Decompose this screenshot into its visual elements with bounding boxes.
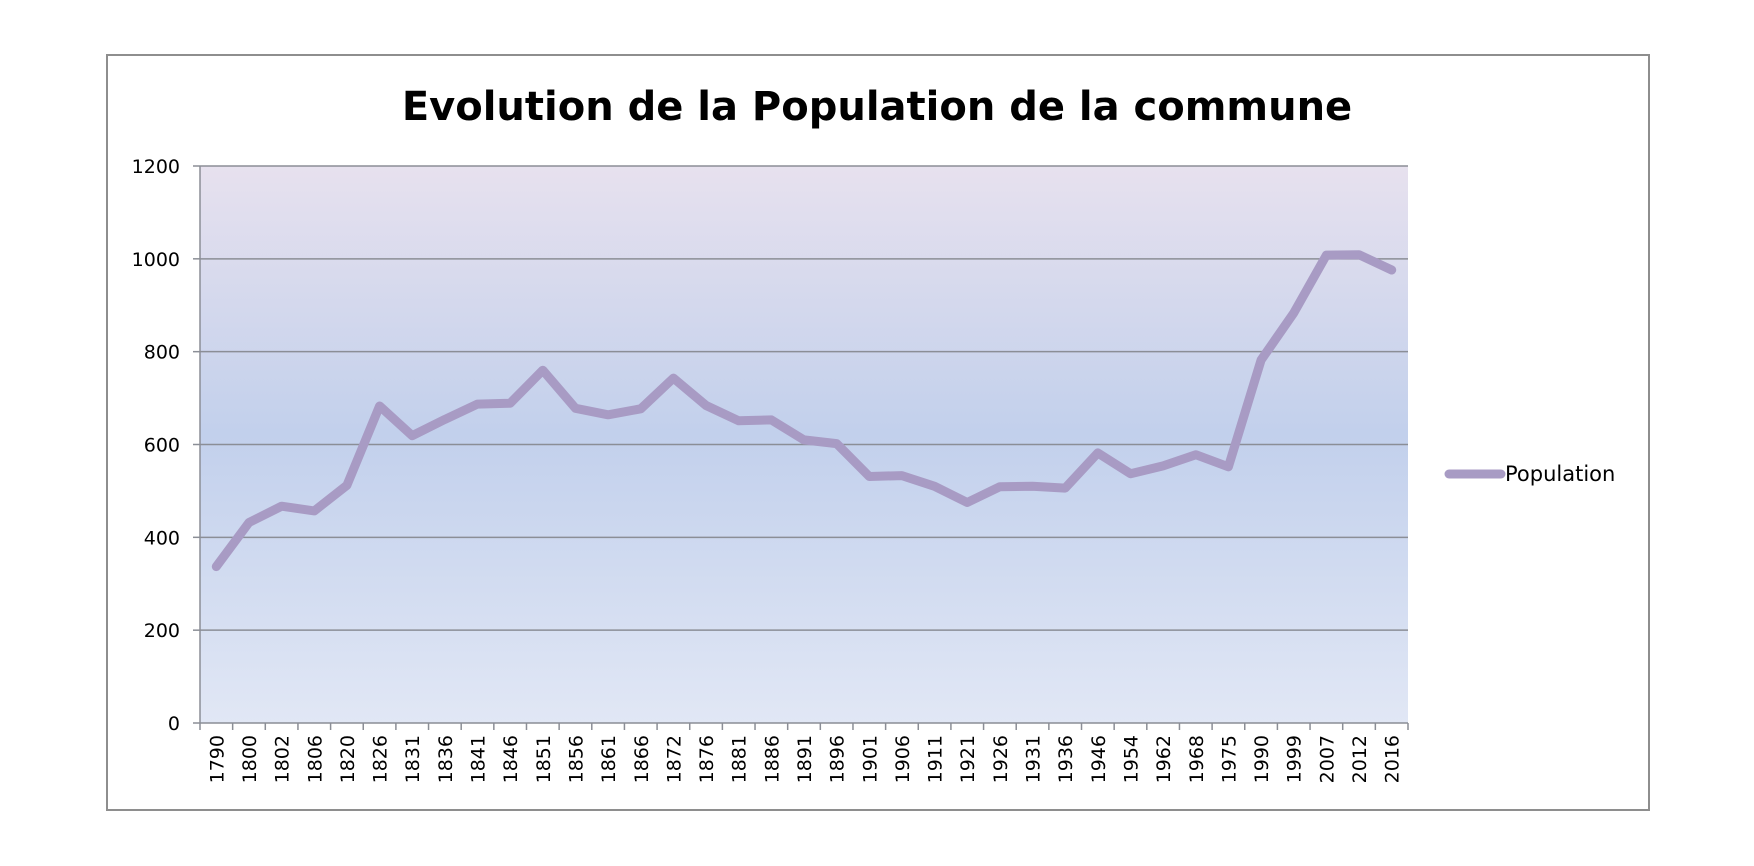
- x-tick-label: 1926: [990, 735, 1012, 783]
- x-tick-label: 1851: [533, 735, 555, 783]
- y-tick-label: 1000: [132, 249, 180, 271]
- x-tick-label: 2016: [1382, 735, 1404, 783]
- x-tick-label: 1831: [402, 735, 424, 783]
- x-tick-label: 1881: [729, 735, 751, 783]
- y-tick-label: 0: [168, 713, 180, 735]
- legend: Population: [1444, 462, 1615, 486]
- x-tick-label: 1931: [1023, 735, 1045, 783]
- x-tick-label: 2012: [1349, 735, 1371, 783]
- x-tick-label: 1802: [272, 735, 294, 783]
- x-tick-label: 1872: [663, 735, 685, 783]
- x-tick-label: 1836: [435, 735, 457, 783]
- x-axis: 1790 1800 1802 1806 1820 1826 1831 1836 1841 1846…: [199, 722, 1409, 783]
- x-tick-label: 1962: [1153, 735, 1175, 783]
- x-tick-label: 1841: [468, 735, 490, 783]
- x-tick-label: 1886: [761, 735, 783, 783]
- y-tick-label: 200: [144, 620, 180, 642]
- x-tick-label: 1901: [859, 735, 881, 783]
- x-tick-label: 1891: [794, 735, 816, 783]
- x-tick-label: 1911: [925, 735, 947, 783]
- x-tick-label: 1968: [1186, 735, 1208, 783]
- x-tick-label: 1896: [827, 735, 849, 783]
- x-tick-label: 1856: [565, 735, 587, 783]
- chart-title: Evolution de la Population de la commune: [402, 84, 1352, 130]
- x-tick-label: 1806: [304, 735, 326, 783]
- x-tick-label: 1921: [957, 735, 979, 783]
- y-tick-label: 800: [144, 342, 180, 364]
- x-tick-label: 1876: [696, 735, 718, 783]
- y-axis: 0 200 400 600 800 1000 1200: [132, 156, 201, 735]
- series-line-population: [211, 250, 1397, 572]
- legend-label-population: Population: [1505, 462, 1615, 486]
- x-tick-label: 1990: [1251, 735, 1273, 783]
- x-tick-label: 1861: [598, 735, 620, 783]
- y-tick-label: 400: [144, 527, 180, 549]
- x-tick-label: 1790: [206, 735, 228, 783]
- x-tick-label: 1820: [337, 735, 359, 783]
- x-tick-label: 1999: [1284, 735, 1306, 783]
- y-tick-label: 600: [144, 435, 180, 457]
- x-tick-label: 1866: [631, 735, 653, 783]
- x-tick-label: 1800: [239, 735, 261, 783]
- x-tick-label: 1946: [1088, 735, 1110, 783]
- x-tick-label: 1936: [1055, 735, 1077, 783]
- gridlines: [200, 165, 1408, 631]
- x-tick-label: 1906: [892, 735, 914, 783]
- x-tick-label: 1954: [1120, 735, 1142, 783]
- y-tick-label: 1200: [132, 156, 180, 178]
- x-tick-label: 1975: [1218, 735, 1240, 783]
- x-tick-label: 1826: [370, 735, 392, 783]
- x-tick-label: 1846: [500, 735, 522, 783]
- x-tick-label: 2007: [1316, 735, 1338, 783]
- series-layer: [211, 250, 1397, 572]
